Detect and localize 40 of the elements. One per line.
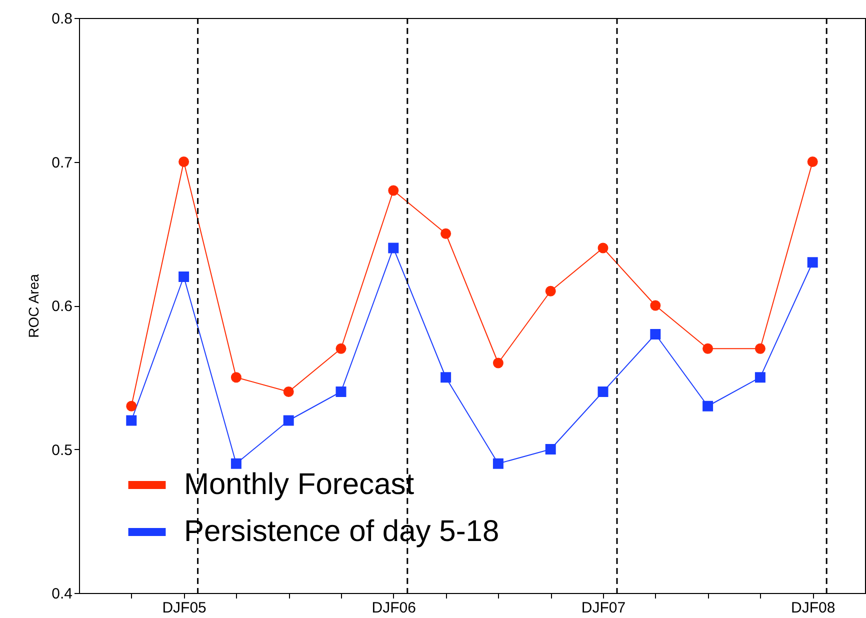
- point: [440, 372, 452, 383]
- point: [336, 386, 346, 397]
- legend-label: Persistence of day 5-18: [184, 515, 500, 548]
- point: [545, 286, 556, 296]
- point: [492, 458, 504, 469]
- point: [440, 228, 452, 239]
- point: [283, 415, 294, 426]
- x-tick-label: DJF05: [162, 600, 206, 616]
- x-tick-label: DJF07: [581, 600, 626, 616]
- point: [545, 444, 556, 454]
- point: [492, 358, 504, 368]
- point: [650, 300, 661, 311]
- point: [702, 343, 714, 354]
- point: [807, 156, 818, 167]
- point: [283, 386, 294, 397]
- point: [754, 372, 766, 383]
- point: [230, 372, 242, 383]
- point: [598, 242, 608, 254]
- legend-label: Monthly Forecast: [184, 468, 415, 501]
- point: [126, 400, 137, 412]
- point: [126, 415, 137, 426]
- point: [178, 156, 190, 167]
- x-tick-label: DJF08: [791, 600, 836, 616]
- x-tick-label: DJF06: [372, 600, 416, 616]
- point: [702, 400, 714, 412]
- point: [388, 242, 399, 254]
- y-tick-label: 0.7: [52, 154, 72, 172]
- point: [336, 343, 346, 354]
- point: [388, 185, 399, 196]
- y-tick-label: 0.5: [52, 442, 72, 459]
- point: [230, 458, 242, 469]
- point: [650, 329, 661, 340]
- point: [178, 272, 190, 282]
- point: [807, 257, 818, 268]
- point: [598, 386, 608, 397]
- y-tick-label: 0.6: [52, 298, 72, 315]
- y-tick-label: 0.4: [52, 586, 72, 602]
- y-axis-title: ROC Area: [26, 274, 42, 338]
- point: [754, 343, 766, 354]
- y-tick-label: 0.8: [52, 10, 72, 28]
